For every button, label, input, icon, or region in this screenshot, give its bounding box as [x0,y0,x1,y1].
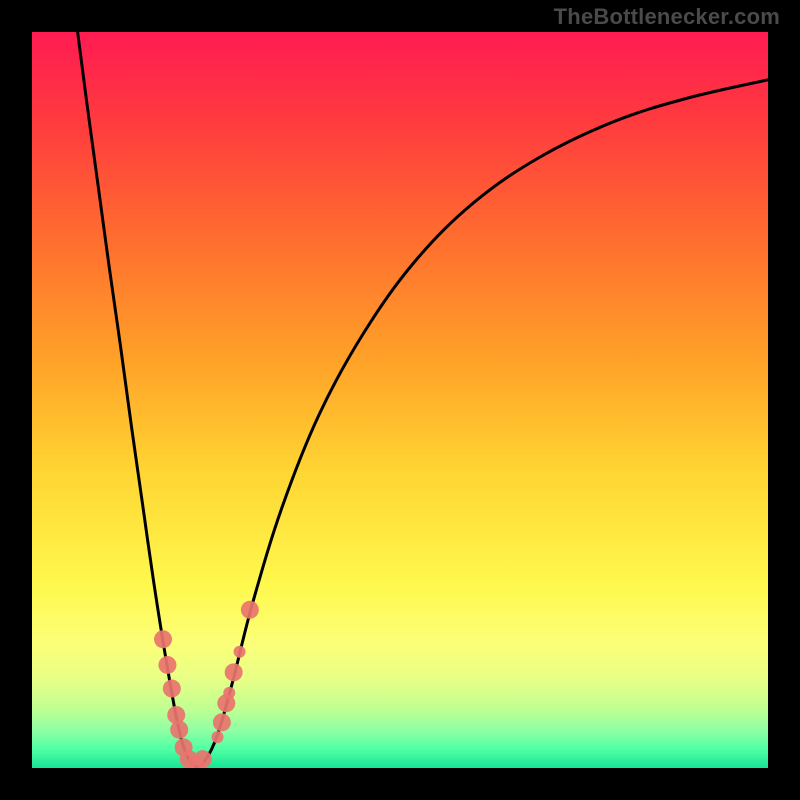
gradient-background [32,32,768,768]
plot-area [32,32,768,768]
watermark-text: TheBottlenecker.com [554,4,780,30]
